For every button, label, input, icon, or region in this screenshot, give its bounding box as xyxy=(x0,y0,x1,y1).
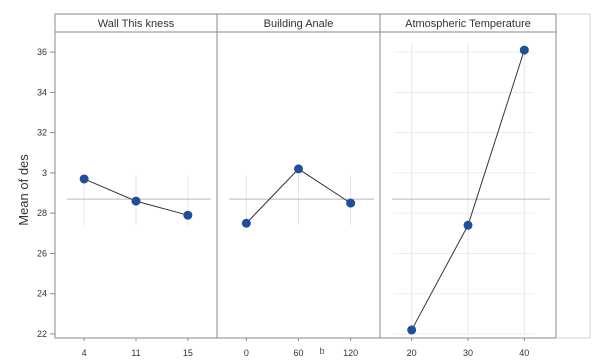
data-point xyxy=(131,196,141,206)
panel-title: Atmospheric Temperature xyxy=(405,18,531,30)
y-tick-label: 22 xyxy=(37,329,47,339)
data-point xyxy=(241,218,251,228)
y-tick-label: 24 xyxy=(37,289,47,299)
panels-group: Wall This kness 4 11 15 Building Anale 0 60 120… xyxy=(54,13,591,358)
y-tick-label: 3 xyxy=(42,168,47,178)
panel-3: Atmospheric Temperature 20 30 40 xyxy=(379,13,557,358)
data-point xyxy=(294,164,303,174)
panel-title: Building Anale xyxy=(264,18,334,30)
y-tick-label: 28 xyxy=(37,208,47,218)
panel-title: Wall This kness xyxy=(98,18,175,30)
y-tick-label: 26 xyxy=(37,248,47,258)
x-tick-label: 0 xyxy=(244,348,249,358)
data-point xyxy=(79,174,89,184)
x-tick-label: 15 xyxy=(183,348,193,358)
x-tick-label: 30 xyxy=(463,348,473,358)
data-point xyxy=(407,325,417,335)
panel-2: Building Anale 0 60 120 xyxy=(216,13,381,358)
y-axis-title: Mean of des xyxy=(16,154,31,226)
y-axis: 22 24 26 28 3 32 34 36 xyxy=(37,47,55,339)
data-point xyxy=(463,220,473,230)
bottom-glyph: b xyxy=(319,346,324,356)
data-point xyxy=(183,210,193,220)
x-tick-label: 60 xyxy=(293,348,303,358)
x-tick-label: 40 xyxy=(519,348,529,358)
y-tick-label: 36 xyxy=(37,47,47,57)
x-tick-label: 4 xyxy=(82,348,87,358)
x-tick-label: 11 xyxy=(131,348,140,358)
x-tick-label: 20 xyxy=(407,348,417,358)
x-tick-label: 120 xyxy=(343,348,358,358)
y-tick-label: 32 xyxy=(37,128,47,138)
y-tick-label: 34 xyxy=(37,87,47,97)
data-point xyxy=(346,198,356,208)
data-point xyxy=(519,45,529,55)
